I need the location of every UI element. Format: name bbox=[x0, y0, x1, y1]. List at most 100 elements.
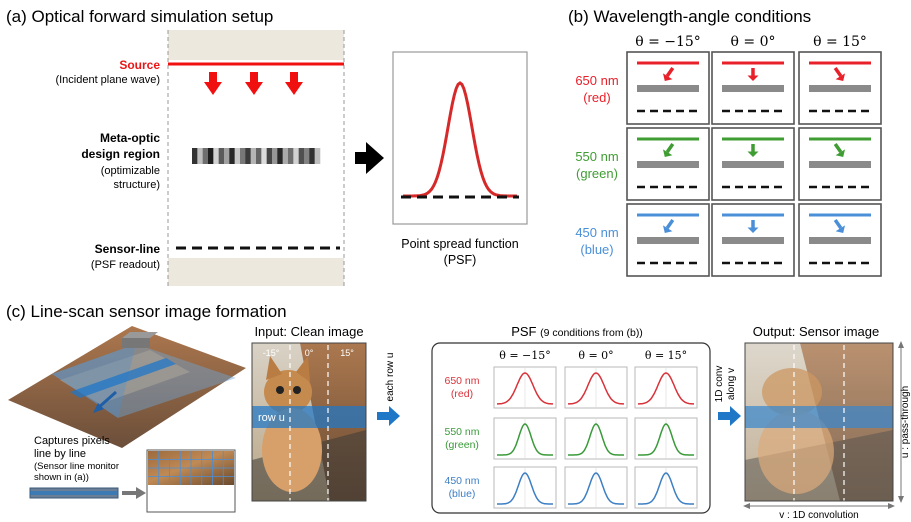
meta-optic-structure bbox=[192, 148, 321, 164]
output-cat-head bbox=[762, 368, 822, 416]
incidence-arrow-head bbox=[663, 225, 673, 233]
meta-optic-pixel bbox=[266, 148, 273, 164]
wavelength-label: 450 nm bbox=[575, 225, 618, 240]
camera-icon bbox=[122, 338, 150, 348]
condition-meta-optic bbox=[722, 161, 784, 168]
condition-meta-optic bbox=[722, 85, 784, 92]
arrow-to-psf-icon bbox=[377, 406, 400, 426]
each-row-label: each row u bbox=[385, 353, 396, 402]
captured-arrow-icon bbox=[136, 487, 146, 499]
psf-mini-curve bbox=[568, 372, 624, 405]
meta-optic-pixel bbox=[208, 148, 214, 164]
bottom-pml-region bbox=[168, 258, 344, 286]
wavelength-label: 650 nm bbox=[575, 73, 618, 88]
u-axis-arrow-bottom bbox=[898, 496, 904, 503]
incidence-arrow-icon bbox=[663, 66, 675, 81]
psf-curve bbox=[403, 81, 517, 198]
psf-mini-plot bbox=[634, 417, 698, 460]
down-arrow-icon bbox=[245, 72, 263, 95]
camera-top bbox=[122, 332, 158, 338]
meta-optic-label-2: design region bbox=[81, 147, 160, 161]
meta-optic-pixel bbox=[245, 148, 251, 164]
psf-wavelength-name: (red) bbox=[451, 388, 473, 400]
input-image: -15° 0° 15° row u bbox=[251, 342, 367, 502]
meta-optic-pixel bbox=[224, 148, 230, 164]
panel-c: (c) Line-scan sensor image formation Cap… bbox=[6, 302, 911, 521]
panel-b-angle-headers: θ = −15° θ = 0° θ = 15° bbox=[635, 34, 867, 50]
angle-header: θ = −15° bbox=[635, 34, 701, 50]
meta-optic-sub-2: structure) bbox=[114, 179, 160, 191]
meta-optic-pixel bbox=[234, 148, 241, 164]
incidence-arrow-head bbox=[835, 73, 845, 81]
down-arrow-icon bbox=[285, 72, 303, 95]
psf-angle-header: θ = 15° bbox=[645, 349, 687, 362]
source-label: Source bbox=[119, 58, 160, 72]
meta-optic-pixel bbox=[192, 148, 198, 164]
meta-optic-pixel bbox=[277, 148, 283, 164]
psf-angle-header: θ = −15° bbox=[499, 349, 551, 362]
panel-a: (a) Optical forward simulation setup Sou… bbox=[6, 7, 528, 286]
cat-eye-right bbox=[293, 386, 301, 394]
incidence-arrow-shaft bbox=[665, 66, 675, 78]
wavelength-label: 550 nm bbox=[575, 149, 618, 164]
meta-optic-pixel bbox=[213, 148, 219, 164]
psf-wavelength-label: 650 nm bbox=[444, 375, 479, 387]
meta-optic-label-1: Meta-optic bbox=[100, 131, 160, 145]
panel-c-title: (c) Line-scan sensor image formation bbox=[6, 302, 287, 321]
meta-optic-pixel bbox=[197, 148, 203, 164]
v-axis-label: v : 1D convolution bbox=[779, 510, 859, 521]
condition-meta-optic bbox=[722, 237, 784, 244]
incidence-arrow-head bbox=[747, 227, 759, 233]
incidence-arrow-head bbox=[663, 73, 673, 81]
incidence-arrow-icon bbox=[833, 142, 845, 157]
meta-optic-pixel bbox=[309, 148, 315, 164]
psf-wavelength-label: 450 nm bbox=[444, 475, 479, 487]
psf-panel-grid bbox=[493, 366, 698, 509]
incidence-arrow-shaft bbox=[833, 218, 843, 230]
condition-cell bbox=[798, 203, 882, 277]
top-pml-region bbox=[168, 30, 344, 60]
psf-mini-plot bbox=[493, 366, 557, 409]
incidence-arrow-icon bbox=[833, 66, 845, 81]
condition-cell bbox=[711, 51, 795, 125]
psf-mini-curve bbox=[497, 472, 553, 505]
meta-optic-pixel bbox=[261, 148, 267, 164]
u-axis-arrow-top bbox=[898, 341, 904, 348]
input-title: Input: Clean image bbox=[254, 324, 363, 339]
psf-mini-plot bbox=[564, 417, 628, 460]
conv-label-1: 1D conv bbox=[714, 366, 725, 403]
scan-caption-1: Captures pixels bbox=[34, 435, 110, 447]
scan-line-strip bbox=[70, 358, 176, 398]
psf-mini-plot bbox=[493, 466, 557, 509]
psf-mini-plot bbox=[564, 366, 628, 409]
cat-head bbox=[264, 370, 312, 414]
incidence-arrow-head bbox=[835, 225, 845, 233]
output-title: Output: Sensor image bbox=[753, 324, 879, 339]
incidence-arrow-icon bbox=[833, 218, 845, 233]
condition-meta-optic bbox=[637, 161, 699, 168]
input-image-frame bbox=[251, 342, 367, 502]
arrow-to-output-icon bbox=[718, 406, 741, 426]
meta-optic-pixel bbox=[250, 148, 257, 164]
psf-mini-curve bbox=[497, 423, 553, 456]
sensor-line-label: Sensor-line bbox=[95, 242, 161, 256]
plane-wave-arrows bbox=[204, 72, 303, 95]
meta-optic-pixel bbox=[288, 148, 294, 164]
panel-b-title: (b) Wavelength-angle conditions bbox=[568, 7, 811, 26]
psf-angle-header: θ = 0° bbox=[578, 349, 613, 362]
psf-wavelength-label: 550 nm bbox=[444, 426, 479, 438]
cat-body bbox=[262, 408, 322, 492]
input-angle-0: 0° bbox=[305, 348, 314, 358]
meta-optic-pixel bbox=[298, 148, 305, 164]
meta-optic-pixel bbox=[229, 148, 235, 164]
incidence-arrow-head bbox=[747, 75, 759, 81]
incidence-arrow-icon bbox=[663, 142, 675, 157]
output-blur-veil bbox=[745, 343, 893, 501]
cat-ear-right bbox=[296, 356, 310, 382]
psf-wavelength-name: (blue) bbox=[449, 488, 476, 500]
output-row-band bbox=[745, 406, 893, 428]
panel-a-title: (a) Optical forward simulation setup bbox=[6, 7, 273, 26]
input-angle-neg15: -15° bbox=[263, 348, 280, 358]
condition-cell bbox=[711, 203, 795, 277]
incidence-arrow-shaft bbox=[665, 142, 675, 154]
